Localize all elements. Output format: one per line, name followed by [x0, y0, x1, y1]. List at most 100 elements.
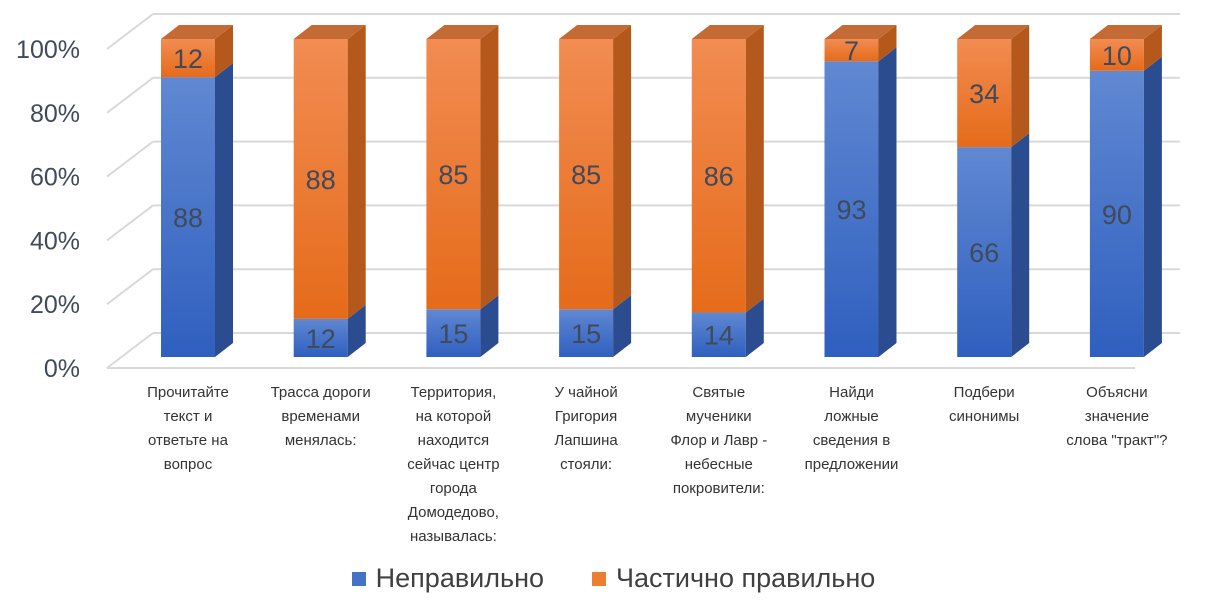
bar-top [559, 25, 632, 39]
data-label: 14 [704, 321, 734, 351]
bar-side [878, 25, 897, 62]
gridline-depth [106, 140, 154, 178]
bar-segment-incorrect: 12 [293, 304, 366, 357]
bar-segment-partial: 10 [1089, 25, 1162, 71]
bar-segment-incorrect: 15 [426, 295, 499, 357]
data-label: 85 [438, 160, 468, 190]
y-tick-label: 0% [44, 355, 80, 383]
bar-top [426, 25, 499, 39]
bar-side [1143, 25, 1162, 71]
bar-side [878, 47, 897, 357]
y-axis-ticks: 0% 20% 40% 60% 80% 100% [16, 36, 80, 383]
y-tick-label: 20% [30, 291, 80, 319]
category-label: Подбери синонимы [949, 384, 1020, 425]
data-label: 12 [173, 44, 203, 74]
bar-side [480, 25, 499, 310]
bar-side [613, 295, 632, 357]
legend-swatch-blue [351, 571, 366, 586]
bar-front [1089, 70, 1144, 358]
legend-swatch-orange [592, 571, 607, 586]
y-tick-label: 100% [16, 36, 80, 64]
stacked-3d-column-chart: 0% 20% 40% 60% 80% 100% 88 12 12 88 15 85 15 85 14 86 9… [16, 13, 1180, 383]
bar-front [293, 318, 348, 357]
legend-label: Частично правильно [616, 563, 876, 593]
bar-top [824, 25, 897, 39]
data-label: 15 [571, 319, 601, 349]
bar-front [426, 309, 481, 357]
y-tick-label: 40% [30, 227, 80, 255]
category-label: Святые мученики Флор и Лавр - небесные п… [670, 384, 768, 497]
bar-segment-partial: 12 [161, 25, 233, 78]
legend: Неправильно Частично правильно [0, 563, 1227, 594]
bar-segment-partial: 88 [293, 25, 366, 319]
data-label: 90 [1102, 200, 1132, 230]
bar-front [293, 39, 348, 319]
bars: 88 12 12 88 15 85 15 85 14 86 93 7 66 34 90 10 [161, 25, 1162, 358]
data-label: 66 [969, 238, 999, 268]
bar-segment-incorrect: 14 [691, 298, 764, 357]
bar-front [161, 77, 215, 357]
bar-segment-incorrect: 15 [559, 295, 632, 357]
bar-segment-partial: 7 [824, 25, 897, 66]
bar-front [691, 39, 746, 313]
bar-segment-partial: 85 [426, 25, 499, 310]
data-label: 85 [571, 160, 601, 190]
legend-label: Неправильно [375, 563, 545, 593]
bar-side [347, 304, 366, 357]
bar-front [161, 39, 215, 78]
gridline-depth [106, 204, 154, 242]
bar-segment-partial: 86 [691, 25, 764, 313]
bar-side [347, 25, 366, 319]
data-label: 10 [1102, 41, 1132, 71]
bar-top [161, 25, 233, 39]
bar-top [691, 25, 764, 39]
gridline-depth [106, 332, 154, 369]
category-label: Объясни значение слова "тракт"? [1066, 384, 1168, 449]
gridline-depth [106, 268, 154, 305]
data-label: 88 [306, 165, 336, 195]
bar-side [215, 63, 233, 357]
gridline-depth [106, 13, 154, 50]
bar-top [293, 25, 366, 39]
bar-side [745, 25, 764, 313]
data-label: 34 [969, 79, 999, 109]
bar-segment-partial: 85 [559, 25, 632, 310]
bar-front [1089, 39, 1144, 71]
bar-front [957, 147, 1012, 357]
y-tick-label: 80% [30, 100, 80, 128]
category-label: Прочитайте текст и ответьте на вопрос [147, 384, 229, 473]
data-label: 12 [306, 324, 336, 354]
category-label: Найди ложные сведения в предложении [804, 384, 899, 473]
bar-segment-incorrect: 66 [957, 133, 1030, 357]
bar-front [957, 39, 1012, 148]
bar-front [426, 39, 481, 310]
legend-item-incorrect: Неправильно [351, 563, 545, 594]
bar-side [1143, 56, 1162, 358]
bar-side [1011, 133, 1030, 357]
bar-side [215, 25, 233, 78]
bar-side [1011, 25, 1030, 148]
bar-side [613, 25, 632, 310]
bar-side [745, 298, 764, 357]
data-label: 7 [844, 36, 859, 66]
y-tick-label: 60% [30, 164, 80, 192]
bar-front [691, 312, 746, 357]
bar-segment-incorrect: 93 [824, 47, 897, 357]
category-label: Трасса дороги временами менялась: [270, 384, 371, 449]
bar-front [824, 61, 879, 357]
bar-front [824, 39, 879, 62]
bar-segment-incorrect: 88 [161, 63, 233, 357]
data-label: 15 [438, 319, 468, 349]
bar-front [559, 309, 614, 357]
data-label: 93 [836, 195, 866, 225]
bar-segment-partial: 34 [957, 25, 1030, 148]
bar-segment-incorrect: 90 [1089, 56, 1162, 358]
data-label: 88 [173, 203, 203, 233]
legend-item-partial: Частично правильно [592, 563, 875, 594]
category-label: Территория, на которой находится сейчас … [407, 384, 500, 545]
bar-top [957, 25, 1030, 39]
category-label: У чайной Григория Лапшина стояли: [554, 384, 618, 473]
bar-front [559, 39, 614, 310]
bar-top [1089, 25, 1162, 39]
data-label: 86 [704, 162, 734, 192]
